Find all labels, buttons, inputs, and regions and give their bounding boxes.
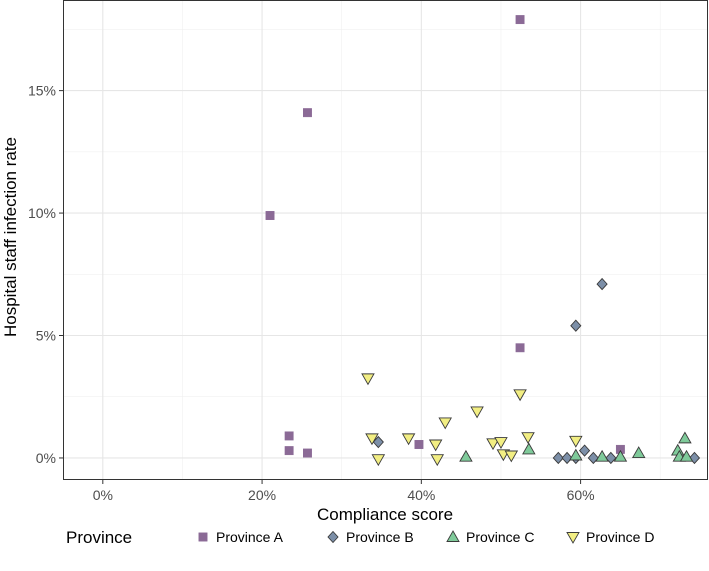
square-icon (198, 532, 208, 542)
y-tick-label: 15% (28, 83, 56, 99)
data-point (678, 431, 692, 444)
data-points (265, 15, 701, 467)
data-point (438, 417, 452, 430)
triangle-up-icon (446, 530, 460, 542)
data-point (587, 451, 599, 465)
legend-label: Province B (346, 529, 414, 545)
data-point (372, 435, 384, 449)
data-point (595, 449, 609, 462)
data-point (486, 438, 500, 451)
grid-lines (63, 0, 708, 480)
data-point (570, 319, 582, 332)
data-point (459, 449, 473, 462)
legend-item-province-a: Province A (198, 529, 284, 545)
series-province-c (459, 431, 694, 462)
data-point (284, 431, 294, 441)
x-tick-label: 20% (248, 487, 276, 503)
data-point (371, 454, 386, 467)
data-point (631, 446, 646, 459)
diamond-icon (327, 530, 339, 544)
x-axis-title: Compliance score (317, 505, 453, 524)
data-point (552, 451, 564, 465)
data-point (605, 451, 617, 465)
x-tick-label: 60% (567, 487, 595, 503)
series-province-a (265, 15, 625, 458)
legend-label: Province A (216, 529, 284, 545)
y-tick-label: 10% (28, 205, 56, 221)
data-point (414, 440, 424, 449)
y-tick-label: 0% (36, 450, 56, 466)
data-point (303, 448, 312, 458)
legend-item-province-d: Province D (566, 529, 654, 545)
data-point (470, 406, 484, 419)
data-point (515, 343, 525, 353)
data-point (504, 450, 519, 463)
data-point (596, 277, 608, 291)
data-point (428, 439, 443, 452)
legend: Province Province A Province B Province C P… (66, 528, 654, 547)
axis-ticks: 0% 20% 40% 60% 0% 5% 10% 15% (28, 83, 595, 503)
data-point (613, 449, 628, 462)
data-point (578, 444, 591, 457)
y-tick-label: 5% (36, 328, 56, 344)
series-province-d (361, 373, 583, 467)
legend-item-province-b: Province B (327, 529, 414, 545)
data-point (265, 211, 275, 220)
legend-item-province-c: Province C (446, 529, 534, 545)
data-point (365, 433, 379, 446)
plot-panel-border (63, 0, 708, 480)
legend-label: Province C (466, 529, 534, 545)
data-point (515, 15, 525, 25)
x-tick-label: 0% (93, 487, 113, 503)
data-point (284, 446, 294, 456)
x-tick-label: 40% (407, 487, 435, 503)
data-point (303, 108, 312, 118)
triangle-down-icon (566, 532, 580, 544)
data-point (521, 432, 535, 445)
data-point (494, 437, 508, 449)
legend-title: Province (66, 528, 132, 547)
legend-label: Province D (586, 529, 654, 545)
y-axis-title: Hospital staff infection rate (1, 137, 20, 337)
data-point (561, 451, 573, 465)
data-point (361, 373, 375, 386)
data-point (679, 449, 694, 462)
data-point (569, 435, 583, 448)
data-point (430, 454, 445, 467)
data-point (569, 448, 583, 461)
data-point (522, 442, 536, 455)
data-point (513, 389, 527, 402)
data-point (401, 433, 416, 446)
